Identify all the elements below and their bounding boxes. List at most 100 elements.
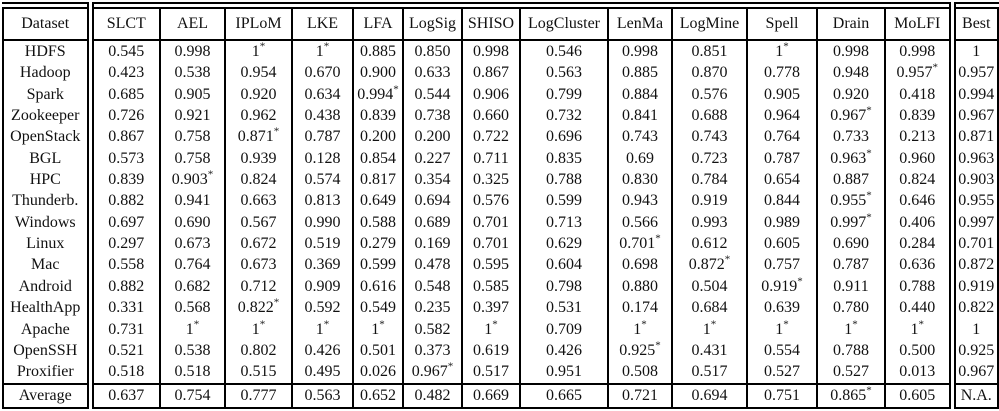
value-cell: 0.925 (948, 340, 998, 362)
best-marker-asterisk: * (259, 40, 266, 53)
table-row: Proxifier 0.518 0.518 0.515 0.495 0.026 0.967*… (3, 361, 998, 385)
accuracy-value: 0.758 (174, 149, 211, 167)
accuracy-value: 0.515 (240, 363, 277, 381)
accuracy-value: 0.673 (240, 256, 277, 274)
table-row: HPC 0.839 0.903* 0.824 0.574 0.817 0.354 0.325 0… (3, 169, 998, 191)
value-cell: 0.612 (671, 233, 747, 255)
accuracy-value: 0.440 (899, 299, 936, 317)
value-cell: 0.235 (402, 297, 462, 319)
accuracy-value: 0.721 (622, 387, 658, 405)
column-header-drain: Drain (816, 5, 885, 41)
accuracy-value: 0.830 (622, 171, 658, 189)
value-cell: 0.788 (884, 276, 952, 298)
table-row: HDFS 0.545 0.998 1* 1* 0.885 0.850 0.998 0.546 0.… (3, 40, 998, 63)
value-cell: 0.426 (291, 340, 353, 362)
accuracy-value: 0.997 (830, 213, 867, 231)
value-cell: 0.967 (948, 361, 998, 385)
accuracy-value: 0.654 (764, 171, 800, 189)
accuracy-value: 0.595 (473, 256, 509, 274)
accuracy-value: 0.527 (833, 363, 869, 381)
value-cell: 0.604 (519, 254, 608, 277)
table-body: HDFS 0.545 0.998 1* 1* 0.885 0.850 0.998 0.546 0.… (3, 40, 998, 408)
accuracy-value: 0.798 (546, 277, 582, 295)
accuracy-value: 0.605 (764, 235, 800, 253)
accuracy-value: 0.743 (622, 128, 658, 146)
value-cell: 0.998 (816, 40, 885, 63)
value-cell: 0.787 (746, 147, 817, 170)
dataset-label-cell: Proxifier (3, 362, 90, 385)
value-cell: 0.963 (948, 147, 998, 170)
accuracy-value: 0.605 (899, 387, 936, 405)
accuracy-value: 0.518 (108, 363, 145, 381)
column-header-iplom: IPLoM (224, 5, 292, 41)
value-cell: 0.665 (519, 383, 608, 408)
value-cell: 0.943 (607, 190, 672, 213)
value-cell: 0.798 (519, 276, 608, 298)
value-cell: 0.518 (86, 361, 160, 385)
accuracy-value: 0.200 (414, 128, 451, 146)
value-cell: 0.882 (86, 276, 160, 298)
accuracy-value: 0.713 (546, 213, 582, 231)
value-cell: 0.423 (86, 62, 160, 84)
value-cell: 0.754 (159, 383, 225, 408)
value-cell: 0.599 (519, 190, 608, 213)
accuracy-value: 1 (910, 320, 919, 338)
accuracy-value: 0.538 (174, 341, 211, 359)
value-cell: 0.872 (948, 254, 998, 277)
value-cell: 0.758 (159, 126, 225, 148)
value-cell: 1* (224, 318, 292, 341)
accuracy-value: 1 (484, 320, 493, 338)
best-marker-asterisk: * (710, 318, 717, 331)
accuracy-value: 0.500 (899, 341, 936, 359)
dataset-label-cell: Zookeeper (3, 105, 90, 126)
accuracy-value: 0.764 (174, 256, 211, 274)
value-cell: 0.605 (746, 233, 817, 255)
value-cell: 0.482 (402, 383, 462, 408)
accuracy-value: 0.501 (360, 341, 396, 359)
value-cell: 0.839 (352, 105, 403, 127)
column-header-logmine: LogMine (671, 5, 747, 41)
value-cell: 0.558 (86, 254, 160, 277)
accuracy-value: 0.903 (958, 171, 995, 189)
accuracy-value: 0.722 (473, 128, 509, 146)
value-cell: 0.941 (159, 190, 225, 213)
accuracy-value: 0.200 (360, 128, 396, 146)
table-row: Windows 0.697 0.690 0.567 0.990 0.588 0.689 0.7… (3, 212, 998, 234)
accuracy-value: 0.646 (899, 192, 936, 210)
accuracy-value: 0.962 (240, 106, 277, 124)
value-cell: 0.663 (224, 190, 292, 213)
accuracy-value: 0.939 (240, 149, 277, 167)
accuracy-value: 0.824 (240, 171, 277, 189)
accuracy-value: 0.213 (899, 128, 936, 146)
best-marker-asterisk: * (193, 318, 200, 331)
value-cell: 0.567 (224, 212, 292, 234)
accuracy-value: 0.751 (764, 387, 800, 405)
value-cell: 0.799 (519, 83, 608, 106)
accuracy-value: 0.955 (830, 192, 867, 210)
value-cell: 0.871* (224, 126, 292, 148)
dataset-label: BGL (29, 149, 62, 167)
accuracy-value: 0.841 (622, 106, 658, 124)
accuracy-value: 0.169 (414, 235, 451, 253)
accuracy-value: 1 (972, 320, 981, 338)
value-cell: 0.743 (671, 126, 747, 148)
accuracy-value: 0.548 (414, 277, 451, 295)
accuracy-value: 0.943 (622, 192, 658, 210)
value-cell: 0.527 (746, 361, 817, 385)
value-cell: 1 (948, 40, 998, 63)
value-cell: 0.884 (607, 83, 672, 106)
accuracy-value: 0.911 (833, 277, 869, 295)
accuracy-value: 0.872 (958, 256, 995, 274)
value-cell: 0.784 (671, 169, 747, 191)
accuracy-value: 1 (315, 42, 324, 60)
accuracy-value: 0.787 (764, 149, 800, 167)
accuracy-value: 0.426 (304, 341, 341, 359)
column-header-logsig: LogSig (402, 5, 462, 41)
value-cell: 0.919 (671, 190, 747, 213)
accuracy-value: 0.839 (899, 106, 936, 124)
value-cell: 0.438 (291, 105, 353, 127)
value-cell: 0.431 (671, 340, 747, 362)
value-cell: 0.478 (402, 254, 462, 277)
accuracy-value: 0.764 (764, 128, 800, 146)
value-cell: 1* (671, 318, 747, 341)
